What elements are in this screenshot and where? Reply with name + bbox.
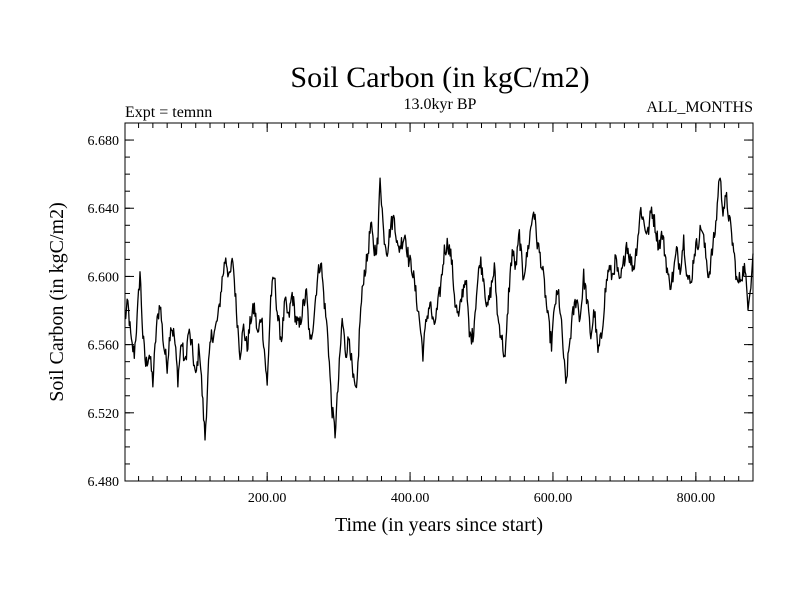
plot-frame	[124, 122, 754, 482]
experiment-label: Expt = temnn	[125, 104, 212, 121]
x-axis-label: Time (in years since start)	[335, 514, 543, 536]
y-tick-label: 6.520	[88, 407, 120, 422]
months-label: ALL_MONTHS	[646, 99, 753, 116]
x-tick-label: 200.00	[248, 491, 287, 506]
chart-title: Soil Carbon (in kgC/m2)	[290, 61, 589, 94]
y-tick-label: 6.640	[88, 202, 120, 217]
x-tick-label: 400.00	[391, 491, 430, 506]
x-tick-label: 800.00	[677, 491, 716, 506]
y-tick-label: 6.480	[88, 475, 120, 490]
data-layer	[124, 177, 754, 441]
x-tick-label: 600.00	[534, 491, 573, 506]
axis-layer: 6.480 6.520 6.560 6.600 6.640 6.680 200.00 400.…	[88, 122, 754, 506]
y-tick-label: 6.680	[88, 134, 120, 149]
y-tick-label: 6.560	[88, 339, 120, 354]
y-axis-label: Soil Carbon (in kgC/m2)	[46, 202, 68, 401]
series-line-soil-carbon	[124, 177, 754, 441]
y-tick-label: 6.600	[88, 270, 120, 285]
chart-subtitle: 13.0kyr BP	[404, 96, 477, 113]
